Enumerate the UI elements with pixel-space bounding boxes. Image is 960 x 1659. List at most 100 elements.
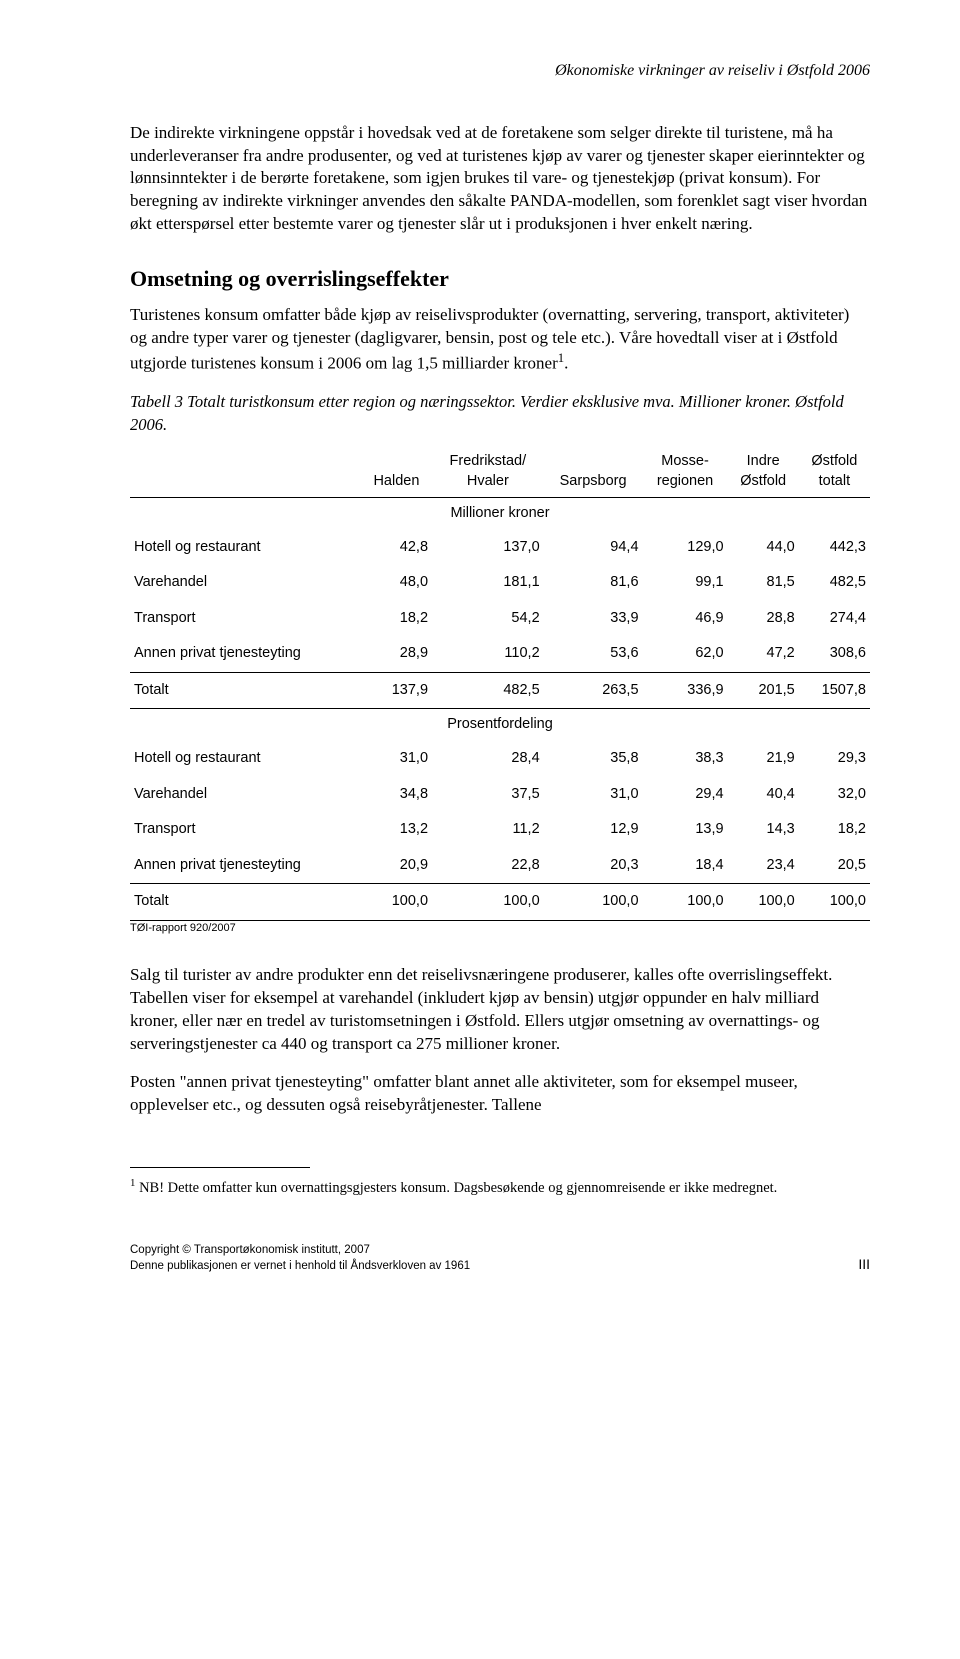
row-label: Transport [130, 812, 361, 848]
cell: 336,9 [643, 672, 728, 709]
cell: 100,0 [728, 884, 799, 921]
col-empty [130, 446, 361, 498]
cell: 28,4 [432, 741, 544, 777]
cell: 129,0 [643, 530, 728, 566]
table-row: Totalt137,9482,5263,5336,9201,51507,8 [130, 672, 870, 709]
table-row: Varehandel48,0181,181,699,181,5482,5 [130, 565, 870, 601]
cell: 18,4 [643, 848, 728, 884]
table-row: Transport13,211,212,913,914,318,2 [130, 812, 870, 848]
cell: 201,5 [728, 672, 799, 709]
cell: 23,4 [728, 848, 799, 884]
table-caption: Tabell 3 Totalt turistkonsum etter regio… [130, 391, 870, 436]
cell: 99,1 [643, 565, 728, 601]
col-mosse: Mosse-regionen [643, 446, 728, 498]
cell: 31,0 [544, 777, 643, 813]
cell: 33,9 [544, 601, 643, 637]
cell: 22,8 [432, 848, 544, 884]
cell: 48,0 [361, 565, 432, 601]
row-label: Annen privat tjenesteyting [130, 636, 361, 672]
table-row: Hotell og restaurant31,028,435,838,321,9… [130, 741, 870, 777]
cell: 100,0 [432, 884, 544, 921]
cell: 44,0 [728, 530, 799, 566]
cell: 94,4 [544, 530, 643, 566]
cell: 13,2 [361, 812, 432, 848]
cell: 40,4 [728, 777, 799, 813]
cell: 47,2 [728, 636, 799, 672]
col-totalt: Østfoldtotalt [799, 446, 870, 498]
cell: 54,2 [432, 601, 544, 637]
table-section-title: Prosentfordeling [130, 709, 870, 741]
table-row: Annen privat tjenesteyting28,9110,253,66… [130, 636, 870, 672]
paragraph-4: Posten "annen privat tjenesteyting" omfa… [130, 1071, 870, 1117]
table-source: TØI-rapport 920/2007 [130, 921, 870, 936]
cell: 110,2 [432, 636, 544, 672]
table-row: Annen privat tjenesteyting20,922,820,318… [130, 848, 870, 884]
cell: 34,8 [361, 777, 432, 813]
row-label: Hotell og restaurant [130, 530, 361, 566]
cell: 81,5 [728, 565, 799, 601]
footnote-separator [130, 1167, 310, 1168]
cell: 13,9 [643, 812, 728, 848]
col-fredrikstad: Fredrikstad/Hvaler [432, 446, 544, 498]
data-table: Halden Fredrikstad/Hvaler Sarpsborg Moss… [130, 446, 870, 921]
cell: 21,9 [728, 741, 799, 777]
cell: 263,5 [544, 672, 643, 709]
cell: 31,0 [361, 741, 432, 777]
cell: 42,8 [361, 530, 432, 566]
paragraph-3: Salg til turister av andre produkter enn… [130, 964, 870, 1056]
table-section-title: Millioner kroner [130, 498, 870, 530]
cell: 1507,8 [799, 672, 870, 709]
row-label: Hotell og restaurant [130, 741, 361, 777]
cell: 29,3 [799, 741, 870, 777]
section-heading: Omsetning og overrislingseffekter [130, 264, 870, 294]
table-header-row: Halden Fredrikstad/Hvaler Sarpsborg Moss… [130, 446, 870, 498]
paragraph-2: Turistenes konsum omfatter både kjøp av … [130, 304, 870, 375]
table-row: Hotell og restaurant42,8137,094,4129,044… [130, 530, 870, 566]
cell: 181,1 [432, 565, 544, 601]
cell: 18,2 [361, 601, 432, 637]
page-number: III [858, 1255, 870, 1274]
col-indre: IndreØstfold [728, 446, 799, 498]
footnote: 1 NB! Dette omfatter kun overnattingsgje… [130, 1176, 870, 1198]
cell: 100,0 [643, 884, 728, 921]
para2-tail: . [564, 354, 568, 373]
cell: 442,3 [799, 530, 870, 566]
cell: 482,5 [799, 565, 870, 601]
col-sarpsborg: Sarpsborg [544, 446, 643, 498]
para2-text: Turistenes konsum omfatter både kjøp av … [130, 305, 849, 373]
cell: 308,6 [799, 636, 870, 672]
row-label: Totalt [130, 884, 361, 921]
row-label: Transport [130, 601, 361, 637]
paragraph-1: De indirekte virkningene oppstår i hoved… [130, 122, 870, 237]
cell: 11,2 [432, 812, 544, 848]
cell: 100,0 [544, 884, 643, 921]
cell: 32,0 [799, 777, 870, 813]
running-header: Økonomiske virkninger av reiseliv i Østf… [130, 60, 870, 82]
cell: 100,0 [799, 884, 870, 921]
table-row: Totalt100,0100,0100,0100,0100,0100,0 [130, 884, 870, 921]
cell: 38,3 [643, 741, 728, 777]
row-label: Varehandel [130, 565, 361, 601]
cell: 20,9 [361, 848, 432, 884]
cell: 20,3 [544, 848, 643, 884]
cell: 12,9 [544, 812, 643, 848]
cell: 28,8 [728, 601, 799, 637]
cell: 81,6 [544, 565, 643, 601]
cell: 137,0 [432, 530, 544, 566]
table-row: Varehandel34,837,531,029,440,432,0 [130, 777, 870, 813]
section-title-cell: Prosentfordeling [130, 709, 870, 741]
footer-left: Copyright © Transportøkonomisk institutt… [130, 1243, 470, 1274]
section-title-cell: Millioner kroner [130, 498, 870, 530]
cell: 482,5 [432, 672, 544, 709]
cell: 137,9 [361, 672, 432, 709]
cell: 100,0 [361, 884, 432, 921]
cell: 14,3 [728, 812, 799, 848]
footnote-text: NB! Dette omfatter kun overnattingsgjest… [135, 1180, 777, 1196]
row-label: Totalt [130, 672, 361, 709]
footer-copyright: Copyright © Transportøkonomisk institutt… [130, 1243, 470, 1259]
cell: 53,6 [544, 636, 643, 672]
cell: 274,4 [799, 601, 870, 637]
col-halden: Halden [361, 446, 432, 498]
cell: 20,5 [799, 848, 870, 884]
page-footer: Copyright © Transportøkonomisk institutt… [130, 1243, 870, 1274]
